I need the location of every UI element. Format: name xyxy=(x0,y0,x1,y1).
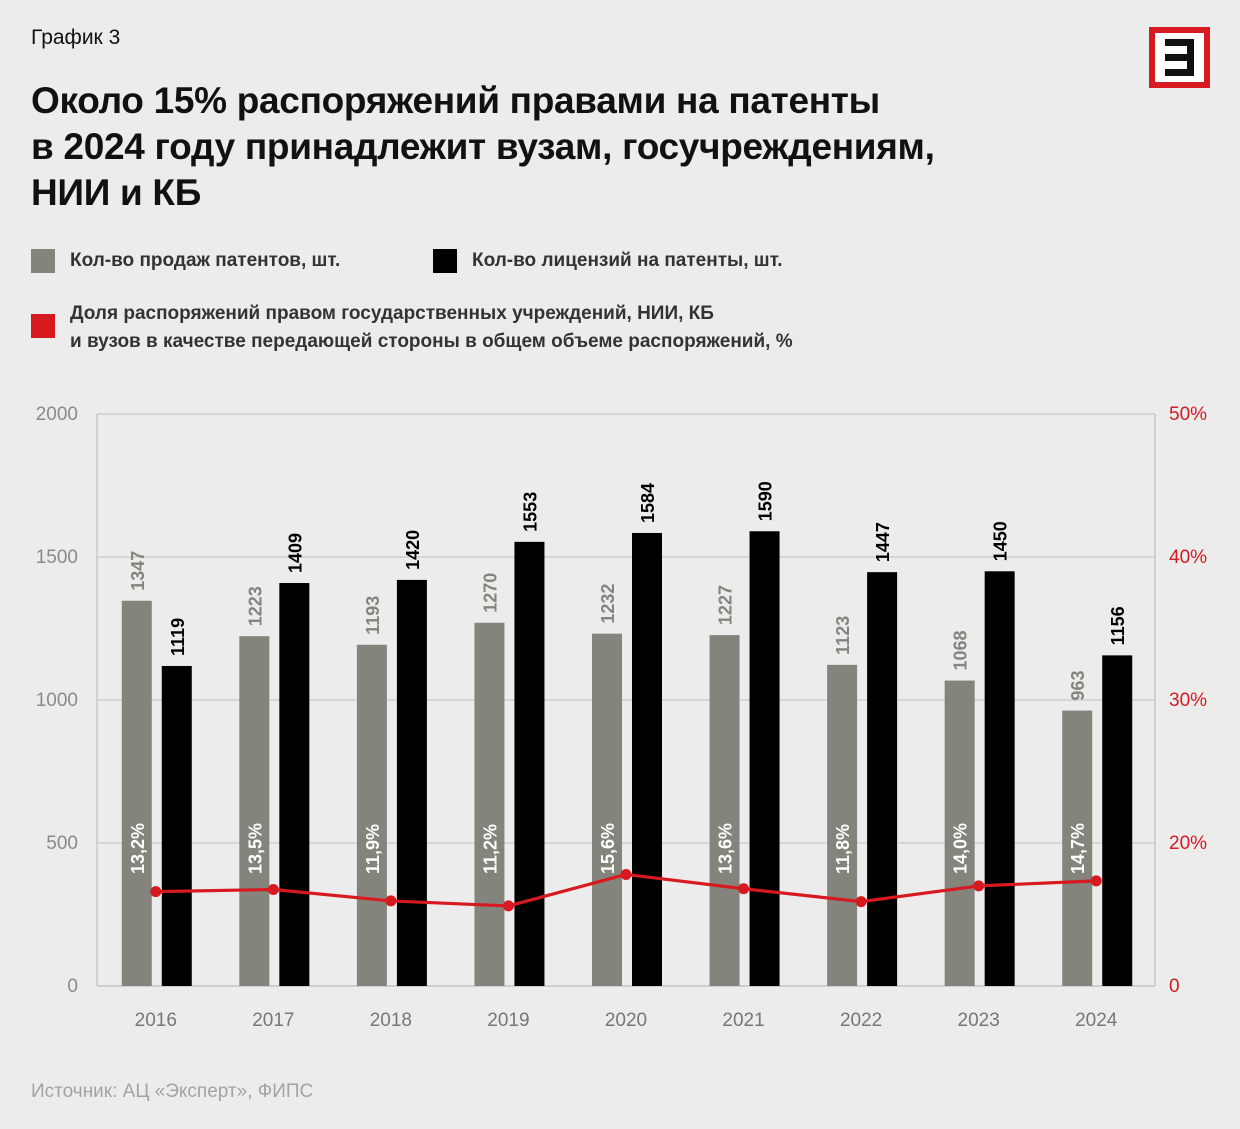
bar-licenses-label-2021: 1590 xyxy=(756,481,776,521)
bar-licenses-2024 xyxy=(1102,655,1133,986)
y2-tick-40: 40% xyxy=(1169,547,1207,568)
chart-title: Около 15% распоряжений правами на патент… xyxy=(31,78,1091,216)
bar-sales-label-2021: 1227 xyxy=(716,585,736,625)
bar-sales-label-2019: 1270 xyxy=(480,573,500,613)
x-label-2021: 2021 xyxy=(722,1010,764,1031)
legend-sales-swatch xyxy=(31,249,55,273)
legend-share-line-2: и вузов в качестве передающей стороны в … xyxy=(70,331,793,352)
y2-tick-30: 30% xyxy=(1169,690,1207,711)
bar-sales-label-2022: 1123 xyxy=(833,616,853,655)
share-point-2018 xyxy=(385,895,397,907)
bar-sales-label-2018: 1193 xyxy=(363,596,383,635)
y-tick-500: 500 xyxy=(46,833,78,854)
share-label-2022: 11,8% xyxy=(833,824,853,874)
x-label-2018: 2018 xyxy=(370,1010,412,1031)
bar-sales-2020 xyxy=(592,633,622,986)
x-label-2022: 2022 xyxy=(840,1010,882,1031)
legend-sales: Кол-во продаж патентов, шт. xyxy=(31,249,340,273)
y2-tick-0: 0 xyxy=(1169,976,1180,997)
source-note: Источник: АЦ «Эксперт», ФИПС xyxy=(31,1081,314,1102)
legend-licenses-swatch xyxy=(433,249,457,273)
bar-licenses-label-2022: 1447 xyxy=(873,522,893,562)
share-labels: 13,2% 13,5% 11,9% 11,2% 15,6% 13,6% 11,8% 14,0%… xyxy=(128,823,1088,874)
share-point-2021 xyxy=(738,883,750,895)
share-point-2017 xyxy=(267,883,279,895)
bar-sales-label-2016: 1347 xyxy=(128,551,148,591)
bar-sales-label-2017: 1223 xyxy=(245,586,265,626)
title-line-2: в 2024 году принадлежит вузам, госучрежд… xyxy=(31,126,935,167)
expert-logo-icon xyxy=(1149,27,1210,88)
bar-licenses-label-2024: 1156 xyxy=(1108,606,1128,645)
share-point-2024 xyxy=(1090,875,1102,887)
share-line xyxy=(150,868,1102,912)
share-point-2019 xyxy=(502,900,514,912)
legend-licenses: Кол-во лицензий на патенты, шт. xyxy=(433,249,783,273)
title-line-3: НИИ и КБ xyxy=(31,172,201,213)
bar-licenses-2020 xyxy=(632,532,662,986)
title-line-1: Около 15% распоряжений правами на патент… xyxy=(31,80,880,121)
share-label-2021: 13,6% xyxy=(716,823,736,874)
right-axis-ticks: 0 20% 30% 40% 50% xyxy=(1169,404,1207,997)
bar-sales-2019 xyxy=(474,622,505,986)
x-label-2016: 2016 xyxy=(135,1010,177,1031)
bar-licenses-label-2018: 1420 xyxy=(403,530,423,570)
bar-sales-label-2020: 1232 xyxy=(598,584,618,624)
y2-tick-20: 20% xyxy=(1169,833,1207,854)
bar-sales-2024 xyxy=(1062,710,1093,986)
legend-share-swatch xyxy=(31,314,55,338)
share-label-2016: 13,2% xyxy=(128,823,148,874)
share-point-2016 xyxy=(150,886,162,898)
expert-logo-glyph-icon xyxy=(1165,39,1194,76)
bar-licenses-label-2023: 1450 xyxy=(991,521,1011,561)
bar-licenses-2018 xyxy=(396,579,427,986)
bar-sales-2022 xyxy=(827,664,858,986)
share-label-2023: 14,0% xyxy=(951,823,971,874)
bar-licenses-2017 xyxy=(279,583,310,986)
y-tick-0: 0 xyxy=(67,976,78,997)
bars: 1347 1119 1223 1409 1193 1420 1270 1553 1232 1584… xyxy=(121,481,1133,986)
left-axis-ticks: 0 500 1000 1500 2000 xyxy=(36,404,78,997)
bar-licenses-2021 xyxy=(749,531,780,986)
x-label-2017: 2017 xyxy=(252,1010,294,1031)
bar-licenses-2022 xyxy=(867,572,898,986)
bar-sales-2017 xyxy=(239,636,270,986)
bar-sales-2018 xyxy=(356,644,387,986)
bar-sales-2016 xyxy=(121,600,152,986)
share-point-2020 xyxy=(620,868,632,880)
bar-licenses-label-2016: 1119 xyxy=(168,618,188,656)
share-point-2023 xyxy=(973,880,985,892)
y-tick-1500: 1500 xyxy=(36,547,78,568)
share-label-2017: 13,5% xyxy=(245,823,265,874)
share-point-2022 xyxy=(855,896,867,908)
bar-licenses-label-2020: 1584 xyxy=(638,483,658,523)
legend-share-line-1: Доля распоряжений правом государственных… xyxy=(70,303,714,324)
chart-kicker: График 3 xyxy=(31,26,121,49)
bar-licenses-label-2019: 1553 xyxy=(520,492,540,532)
share-label-2018: 11,9% xyxy=(363,824,383,874)
legend-licenses-label: Кол-во лицензий на патенты, шт. xyxy=(472,250,783,271)
y-tick-2000: 2000 xyxy=(36,404,78,425)
grid-lines xyxy=(96,413,1156,987)
bar-sales-label-2024: 963 xyxy=(1068,671,1088,701)
y2-tick-50: 50% xyxy=(1169,404,1207,425)
bar-sales-label-2023: 1068 xyxy=(951,631,971,671)
x-label-2020: 2020 xyxy=(605,1010,647,1031)
bar-sales-2021 xyxy=(709,635,740,986)
bar-licenses-label-2017: 1409 xyxy=(285,533,305,573)
share-label-2019: 11,2% xyxy=(480,824,500,874)
bar-sales-2023 xyxy=(944,680,975,986)
legend-share: Доля распоряжений правом государственных… xyxy=(31,300,793,356)
bar-licenses-2016 xyxy=(161,665,192,986)
bar-licenses-2019 xyxy=(514,541,545,986)
bar-licenses-2023 xyxy=(984,571,1015,986)
x-label-2019: 2019 xyxy=(487,1010,529,1031)
y-tick-1000: 1000 xyxy=(36,690,78,711)
legend-sales-label: Кол-во продаж патентов, шт. xyxy=(70,250,341,271)
x-label-2023: 2023 xyxy=(958,1010,1000,1031)
x-label-2024: 2024 xyxy=(1075,1010,1118,1031)
share-label-2024: 14,7% xyxy=(1068,823,1088,874)
share-label-2020: 15,6% xyxy=(598,823,618,874)
x-axis-labels: 2016 2017 2018 2019 2020 2021 2022 2023 2024 xyxy=(135,1010,1118,1031)
